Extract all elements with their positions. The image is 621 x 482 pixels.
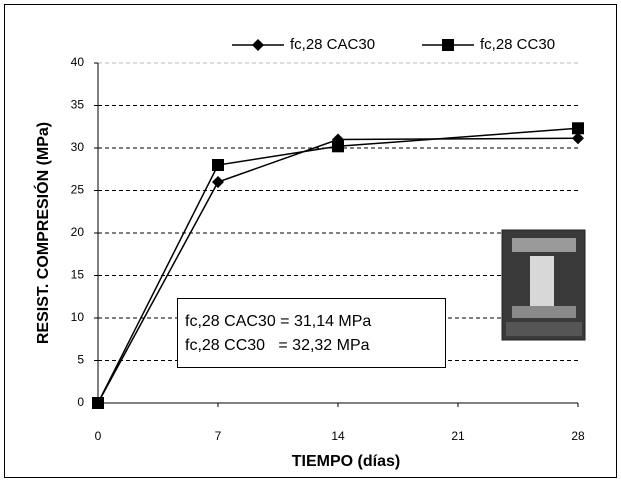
data-point: [572, 122, 584, 135]
x-axis-title: TIEMPO (días): [292, 453, 400, 470]
data-point: [92, 397, 104, 409]
frame: [4, 4, 617, 478]
photo-inset: [501, 229, 586, 341]
y-tick-label: 15: [71, 268, 85, 282]
y-axis-title: RESIST. COMPRESIÓN (MPa): [33, 122, 52, 344]
legend-label: fc,28 CC30: [480, 36, 555, 53]
y-tick-label: 10: [71, 310, 85, 324]
x-tick-label: 28: [571, 429, 585, 443]
x-tick-label: 7: [215, 429, 222, 443]
data-point: [212, 159, 224, 171]
data-point: [572, 132, 584, 145]
legend-label: fc,28 CAC30: [290, 36, 375, 53]
x-tick-label: 14: [331, 429, 345, 443]
annotation: fc,28 CC30 = 32,32 MPa: [185, 337, 370, 354]
series-line: [97, 127, 579, 404]
data-point: [332, 140, 344, 153]
legend-marker: [442, 39, 454, 51]
x-tick-label: 21: [451, 429, 465, 443]
y-tick-label: 20: [71, 225, 85, 239]
y-tick-label: 0: [77, 395, 84, 409]
y-tick-label: 25: [71, 183, 85, 197]
annotation-box: [177, 298, 446, 368]
y-tick-label: 35: [71, 98, 85, 112]
series-line: [97, 137, 579, 404]
legend-marker: [252, 39, 264, 51]
y-tick-label: 30: [71, 140, 85, 154]
x-tick-label: 0: [95, 429, 102, 443]
data-point: [212, 176, 224, 188]
y-tick-label: 5: [77, 353, 84, 367]
y-tick-label: 40: [71, 55, 85, 69]
annotation: fc,28 CAC30 = 31,14 MPa: [185, 313, 371, 330]
